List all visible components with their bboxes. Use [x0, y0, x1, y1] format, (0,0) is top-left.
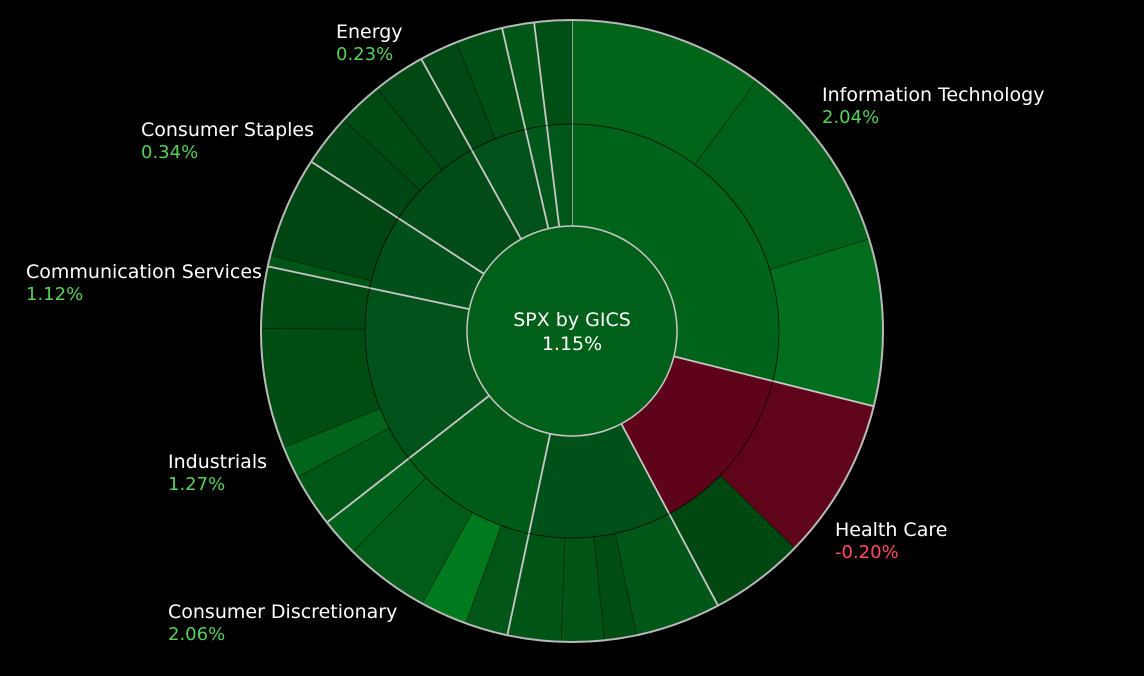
sector-label-name-6: Consumer Staples [141, 119, 314, 141]
sector-label-name-0: Information Technology [822, 84, 1044, 106]
sector-label-change-4: 1.27% [168, 474, 225, 495]
sector-separator-3 [506, 433, 552, 636]
outer-ring-border [260, 19, 884, 643]
sector-label-change-3: 2.06% [168, 624, 225, 645]
sector-separator-9 [533, 22, 561, 227]
sector-label-change-1: -0.20% [835, 542, 899, 563]
sector-label-change-7: 0.23% [336, 44, 393, 65]
total-change: 1.15% [542, 333, 602, 355]
sector-label-change-6: 0.34% [141, 142, 198, 163]
sector-separator-6 [310, 160, 485, 275]
sector-separator-4 [326, 394, 490, 524]
sector-separator-2 [620, 423, 719, 607]
sector-separator-5 [267, 265, 470, 311]
sunburst-rings [260, 19, 884, 643]
sector-separator-8 [501, 27, 550, 229]
sector-label-name-7: Energy [336, 21, 403, 43]
chart-title: SPX by GICS [513, 309, 631, 331]
sector-label-name-1: Health Care [835, 519, 947, 541]
sector-label-name-3: Consumer Discretionary [168, 601, 397, 623]
sector-separator-1 [673, 355, 874, 408]
industry-arc-0-2[interactable] [769, 238, 884, 407]
ring-boundary [364, 123, 780, 539]
sector-label-change-0: 2.04% [822, 107, 879, 128]
sector-label-change-5: 1.12% [26, 284, 83, 305]
sector-separator-7 [420, 58, 522, 240]
sector-label-name-5: Communication Services [26, 261, 262, 283]
center-disc[interactable] [466, 225, 678, 437]
sector-label-name-4: Industrials [168, 451, 267, 473]
